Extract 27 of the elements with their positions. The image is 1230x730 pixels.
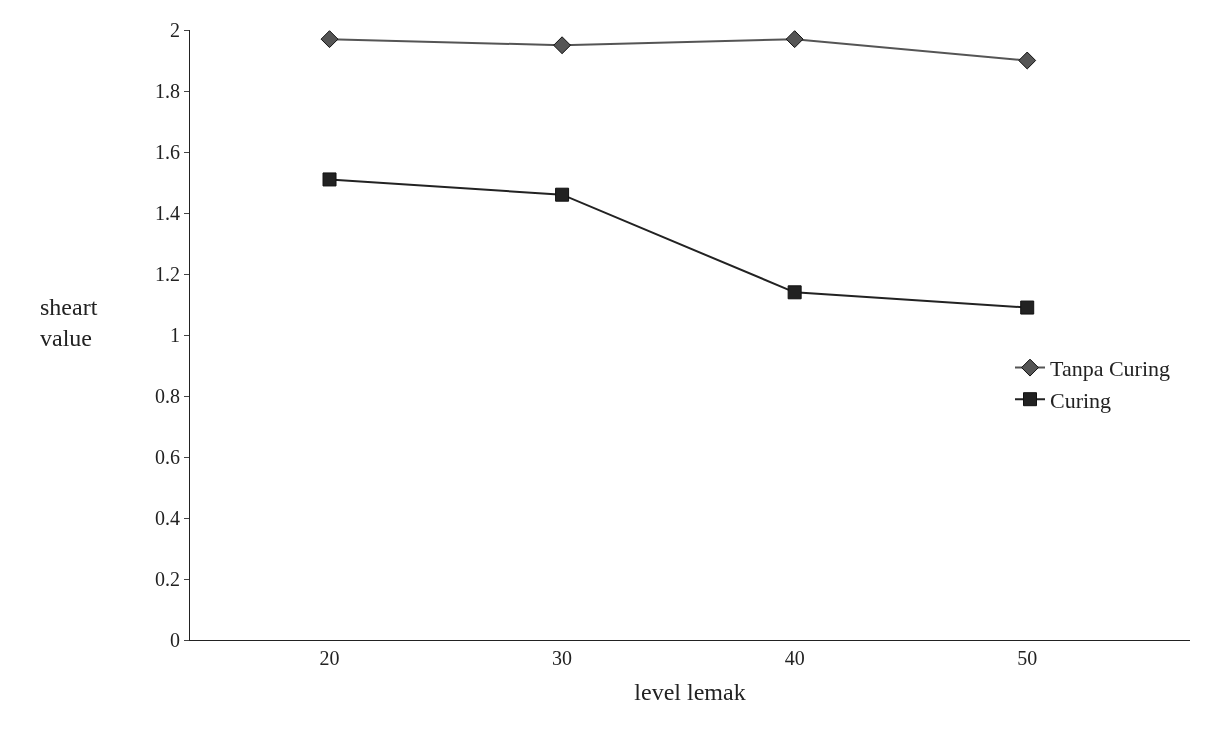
point [553, 36, 572, 55]
y-tick-label: 0.8 [155, 385, 180, 407]
y-tick-label: 1.6 [155, 141, 180, 163]
legend-label: Curing [1050, 387, 1112, 413]
x-tick-label: 20 [319, 647, 340, 669]
y-tick-label: 1.8 [155, 80, 180, 102]
y-tick-label: 2 [170, 19, 180, 41]
x-tick-label: 30 [552, 647, 573, 669]
point [1020, 300, 1035, 315]
point [320, 30, 339, 49]
y-tick-label: 1 [170, 324, 180, 346]
x-axis-title: level lemak [634, 679, 746, 706]
x-tick-label: 50 [1017, 647, 1038, 669]
legend-label: Tanpa Curing [1050, 356, 1171, 382]
point [555, 187, 570, 202]
point [322, 172, 337, 187]
y-tick-label: 0.6 [155, 446, 180, 468]
y-tick-label: 1.2 [155, 263, 180, 285]
point [785, 30, 804, 49]
y-tick-label: 1.4 [155, 202, 180, 224]
point [787, 285, 802, 300]
x-tick-label: 40 [784, 647, 805, 669]
y-axis-title: sheart value [40, 294, 98, 352]
y-tick-label: 0 [170, 629, 180, 651]
y-tick-label: 0.2 [155, 568, 180, 590]
point [1018, 51, 1037, 70]
y-tick-label: 0.4 [155, 507, 180, 529]
